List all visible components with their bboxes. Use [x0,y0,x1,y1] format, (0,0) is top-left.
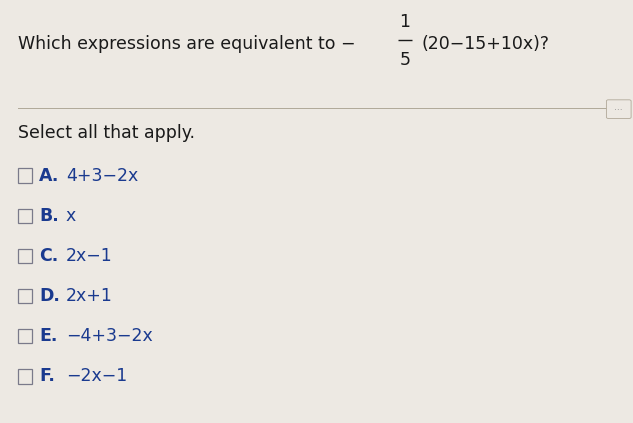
Text: Select all that apply.: Select all that apply. [18,124,195,142]
FancyBboxPatch shape [606,100,631,118]
Text: 5: 5 [399,52,411,69]
Bar [18,289,32,303]
Text: x: x [66,207,76,225]
Bar [18,369,32,384]
Text: Which expressions are equivalent to −: Which expressions are equivalent to − [18,36,355,53]
Text: F.: F. [39,368,55,385]
Text: 2x+1: 2x+1 [66,287,113,305]
Text: D.: D. [39,287,60,305]
Text: E.: E. [39,327,58,345]
Bar [18,168,32,183]
Text: B.: B. [39,207,59,225]
Text: −2x−1: −2x−1 [66,368,127,385]
Text: 1: 1 [399,14,411,31]
Text: C.: C. [39,247,58,265]
Bar [18,209,32,223]
Text: 4+3−2x: 4+3−2x [66,167,138,184]
Bar [18,329,32,343]
Text: −4+3−2x: −4+3−2x [66,327,153,345]
Bar [18,249,32,263]
Text: A.: A. [39,167,60,184]
Text: (20−15+10x)?: (20−15+10x)? [422,36,549,53]
Text: ...: ... [615,103,623,113]
Text: 2x−1: 2x−1 [66,247,113,265]
